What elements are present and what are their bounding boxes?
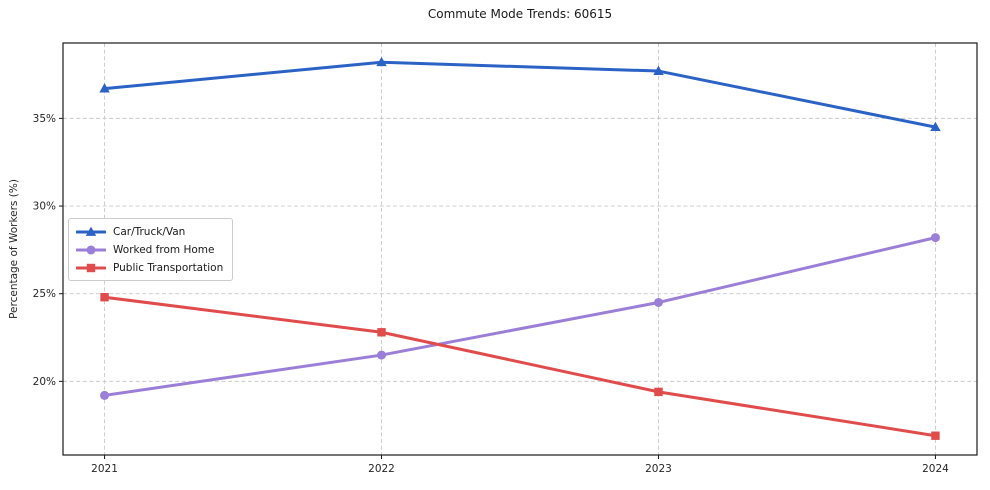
- series-line-car-truck-van: [103, 60, 937, 129]
- data-point-car-truck-van: [653, 65, 664, 75]
- legend-label: Car/Truck/Van: [113, 225, 186, 238]
- legend-item-worked-from-home: Worked from Home: [76, 242, 223, 257]
- data-point-worked-from-home: [930, 233, 940, 243]
- x-tick-label: 2021: [91, 463, 118, 475]
- data-point-car-truck-van: [930, 121, 941, 132]
- data-point-worked-from-home: [100, 390, 110, 400]
- y-tick-label: 20%: [33, 376, 56, 388]
- legend-label: Public Transportation: [113, 261, 224, 274]
- data-point-worked-from-home: [653, 297, 663, 307]
- legend-marker-circle: [86, 245, 96, 254]
- series-line-public-transportation: [103, 295, 937, 438]
- axes-frame: [62, 42, 978, 456]
- series-worked-from-home: [100, 233, 940, 400]
- data-point-public-transportation: [931, 431, 940, 440]
- x-tick-label: 2023: [645, 463, 672, 475]
- legend-marker-triangle: [85, 226, 97, 236]
- y-tick-label: 35%: [33, 113, 56, 125]
- series-car-truck-van: [99, 56, 941, 132]
- data-point-public-transportation: [377, 328, 386, 337]
- x-tick-label: 2022: [368, 463, 395, 475]
- series-line-worked-from-home: [103, 236, 937, 397]
- series-public-transportation: [100, 293, 940, 440]
- legend-item-public-transportation: Public Transportation: [76, 260, 223, 275]
- legend: Car/Truck/Van Worked from Home Public Tr…: [68, 218, 234, 281]
- data-point-worked-from-home: [377, 350, 387, 360]
- data-point-car-truck-van: [99, 83, 110, 93]
- legend-label: Worked from Home: [113, 243, 215, 256]
- data-point-public-transportation: [654, 387, 663, 397]
- legend-swatch-square-icon: [76, 263, 106, 272]
- data-point-public-transportation: [100, 293, 109, 302]
- chart-title: Commute Mode Trends: 60615: [427, 7, 613, 21]
- data-point-car-truck-van: [376, 56, 387, 67]
- legend-marker-square: [86, 263, 96, 272]
- legend-swatch-circle-icon: [76, 245, 106, 254]
- x-tick-label: 2024: [922, 463, 949, 475]
- y-tick-label: 30%: [33, 201, 56, 213]
- legend-item-car-truck-van: Car/Truck/Van: [76, 224, 223, 239]
- y-tick-label: 25%: [33, 288, 56, 300]
- legend-swatch-triangle-icon: [76, 226, 106, 236]
